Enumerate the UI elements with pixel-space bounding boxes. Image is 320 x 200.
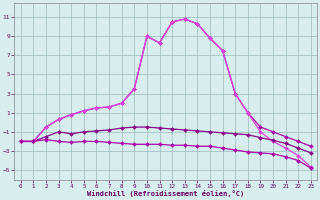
X-axis label: Windchill (Refroidissement éolien,°C): Windchill (Refroidissement éolien,°C) — [87, 190, 244, 197]
